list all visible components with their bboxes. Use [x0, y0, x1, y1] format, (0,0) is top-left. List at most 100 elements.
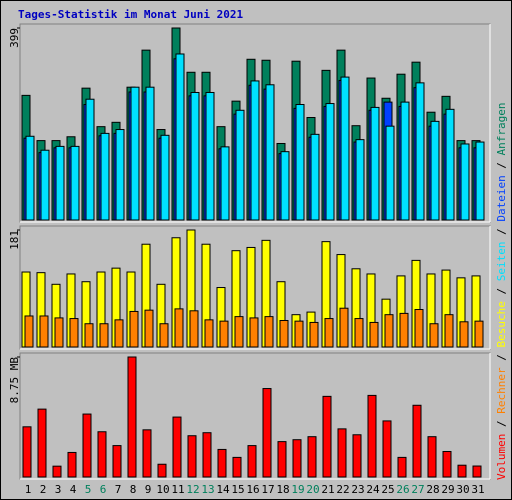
- bar: [234, 316, 244, 348]
- legend-separator: /: [495, 222, 508, 242]
- bar: [412, 404, 422, 478]
- bar: [67, 451, 77, 478]
- bar: [85, 98, 95, 221]
- legend-entry: Rechner: [495, 367, 508, 414]
- x-tick-label: 22: [336, 483, 349, 496]
- bar: [397, 456, 407, 478]
- bar: [427, 436, 437, 478]
- bar: [279, 319, 289, 348]
- bar: [339, 307, 349, 348]
- x-tick-label: 8: [130, 483, 137, 496]
- x-tick-label: 20: [306, 483, 319, 496]
- x-tick-label: 25: [381, 483, 394, 496]
- bar: [400, 101, 410, 221]
- bar: [250, 80, 260, 221]
- x-tick-label: 9: [145, 483, 152, 496]
- bar: [277, 441, 287, 478]
- bar: [442, 450, 452, 478]
- bar: [385, 125, 395, 221]
- x-tick-label: 15: [231, 483, 244, 496]
- bar: [235, 109, 245, 221]
- bar: [219, 320, 229, 348]
- bar: [142, 429, 152, 478]
- x-tick-label: 18: [276, 483, 289, 496]
- bar: [114, 319, 124, 348]
- bar: [295, 104, 305, 221]
- bar: [429, 323, 439, 348]
- bar: [445, 108, 455, 221]
- chart-title: Tages-Statistik im Monat Juni 2021: [18, 8, 244, 21]
- bar: [384, 314, 394, 348]
- bar: [25, 135, 35, 221]
- x-tick-label: 4: [70, 483, 77, 496]
- bar: [130, 86, 140, 221]
- bar: [280, 151, 290, 221]
- bar: [459, 321, 469, 348]
- legend-entry: Dateien: [495, 175, 508, 221]
- bar: [82, 413, 92, 478]
- x-tick-label: 5: [85, 483, 92, 496]
- bar: [247, 445, 257, 478]
- bar: [204, 319, 214, 348]
- bar: [160, 134, 170, 221]
- x-tick-label: 21: [321, 483, 334, 496]
- legend-entry: Anfragen: [495, 102, 508, 155]
- x-tick-label: 19: [291, 483, 304, 496]
- bar: [100, 132, 110, 221]
- bar: [369, 321, 379, 348]
- bar: [475, 141, 485, 221]
- bar: [232, 456, 242, 478]
- bar: [174, 308, 184, 348]
- bar: [322, 395, 332, 478]
- x-tick-label: 3: [55, 483, 62, 496]
- x-tick-label: 11: [171, 483, 184, 496]
- bar: [115, 129, 125, 221]
- x-tick-label: 28: [426, 483, 439, 496]
- bar: [69, 318, 79, 348]
- bar: [324, 318, 334, 348]
- x-tick-label: 7: [115, 483, 122, 496]
- x-tick-label: 30: [456, 483, 469, 496]
- bar: [352, 434, 362, 478]
- bar: [145, 86, 155, 221]
- legend-separator: /: [495, 281, 508, 301]
- legend: Volumen / Rechner / Besuche / Seiten / D…: [495, 102, 508, 480]
- bar: [430, 120, 440, 221]
- bar: [355, 139, 365, 221]
- bar: [310, 133, 320, 221]
- bar: [205, 91, 215, 221]
- x-tick-label: 17: [261, 483, 274, 496]
- x-tick-label: 10: [156, 483, 169, 496]
- bar: [159, 323, 169, 348]
- bar: [112, 445, 122, 478]
- legend-entry: Seiten: [495, 242, 508, 282]
- bar: [325, 103, 335, 221]
- x-tick-label: 24: [366, 483, 380, 496]
- bar: [172, 416, 182, 478]
- x-tick-label: 13: [201, 483, 214, 496]
- bar: [414, 309, 424, 348]
- bar: [52, 465, 62, 478]
- bar: [217, 448, 227, 478]
- bar: [292, 439, 302, 478]
- legend-separator: /: [495, 348, 508, 368]
- x-tick-label: 26: [396, 483, 409, 496]
- x-tick-label: 1: [25, 483, 32, 496]
- bar: [40, 149, 50, 221]
- bar: [370, 106, 380, 221]
- bar: [382, 420, 392, 478]
- bar: [189, 310, 199, 348]
- bar: [307, 436, 317, 478]
- bar: [309, 321, 319, 348]
- bar: [249, 317, 259, 348]
- y-tick-label: 181: [8, 230, 21, 250]
- bar: [37, 408, 47, 478]
- bar: [460, 143, 470, 221]
- bar: [39, 315, 49, 348]
- bar: [294, 320, 304, 348]
- x-tick-label: 2: [40, 483, 47, 496]
- legend-separator: /: [495, 155, 508, 175]
- bar: [97, 431, 107, 478]
- bar: [144, 309, 154, 348]
